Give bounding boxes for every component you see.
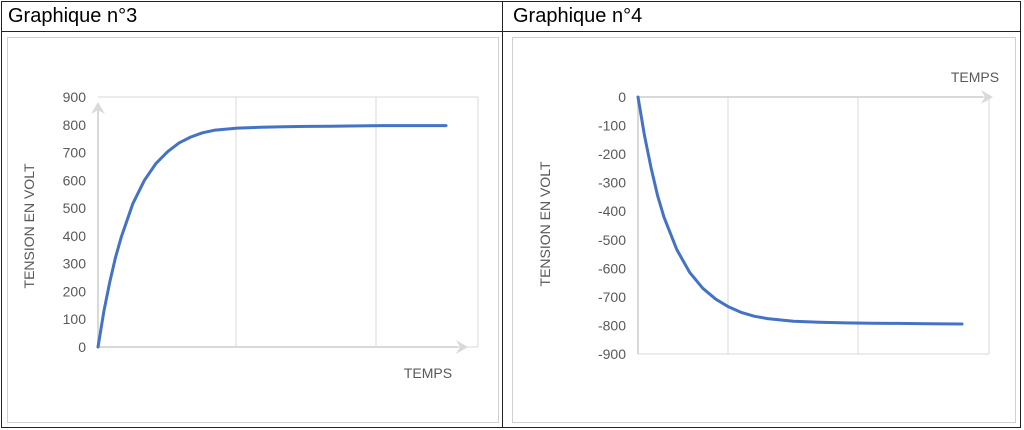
chart-4: 0 -100 -200 -300 -400 -500 -600 -700 -800 -900 TEM…: [537, 69, 999, 362]
y-tick-label: 800: [63, 117, 87, 133]
y-tick-label: 0: [618, 89, 626, 105]
y-tick-label: -700: [598, 289, 626, 305]
y-axis-label: TENSION EN VOLT: [537, 161, 553, 286]
y-tick-label: -500: [598, 232, 626, 248]
y-tick-label: 100: [63, 311, 87, 327]
chart-title-4: Graphique n°4: [513, 5, 643, 27]
x-axis-arrow: [456, 340, 468, 354]
y-tick-label: -900: [598, 346, 626, 362]
y-tick-label: -800: [598, 317, 626, 333]
y-tick-label: -200: [598, 146, 626, 162]
chart-4-box: 0 -100 -200 -300 -400 -500 -600 -700 -800 -900 TEM…: [512, 37, 1016, 423]
chart-title-3: Graphique n°3: [8, 5, 138, 27]
y-tick-label: 0: [78, 339, 86, 355]
y-tick-label: 500: [63, 200, 87, 216]
y-tick-label: 900: [63, 89, 87, 105]
y-tick-label: 200: [63, 283, 87, 299]
y-tick-label: -600: [598, 260, 626, 276]
x-axis-label: TEMPS: [404, 365, 452, 381]
y-axis-label: TENSION EN VOLT: [21, 163, 37, 288]
chart-3-box: 0 100 200 300 400 500 600 700 800 900 TEMPS TENSION…: [7, 37, 499, 423]
data-series-line: [96, 124, 448, 349]
data-series-line: [636, 95, 964, 326]
chart-3: 0 100 200 300 400 500 600 700 800 900 TEMPS TENSION…: [21, 89, 479, 381]
y-tick-label: -400: [598, 203, 626, 219]
column-divider: [502, 1, 503, 428]
y-tick-label: 700: [63, 145, 87, 161]
y-tick-label: -300: [598, 175, 626, 191]
x-axis-arrow: [981, 90, 993, 104]
y-tick-label: -100: [598, 118, 626, 134]
y-tick-label: 400: [63, 228, 87, 244]
y-axis-arrow: [91, 102, 105, 114]
y-tick-label: 300: [63, 256, 87, 272]
y-tick-label: 600: [63, 172, 87, 188]
x-axis-label: TEMPS: [951, 69, 999, 85]
header-divider: [1, 31, 1021, 32]
